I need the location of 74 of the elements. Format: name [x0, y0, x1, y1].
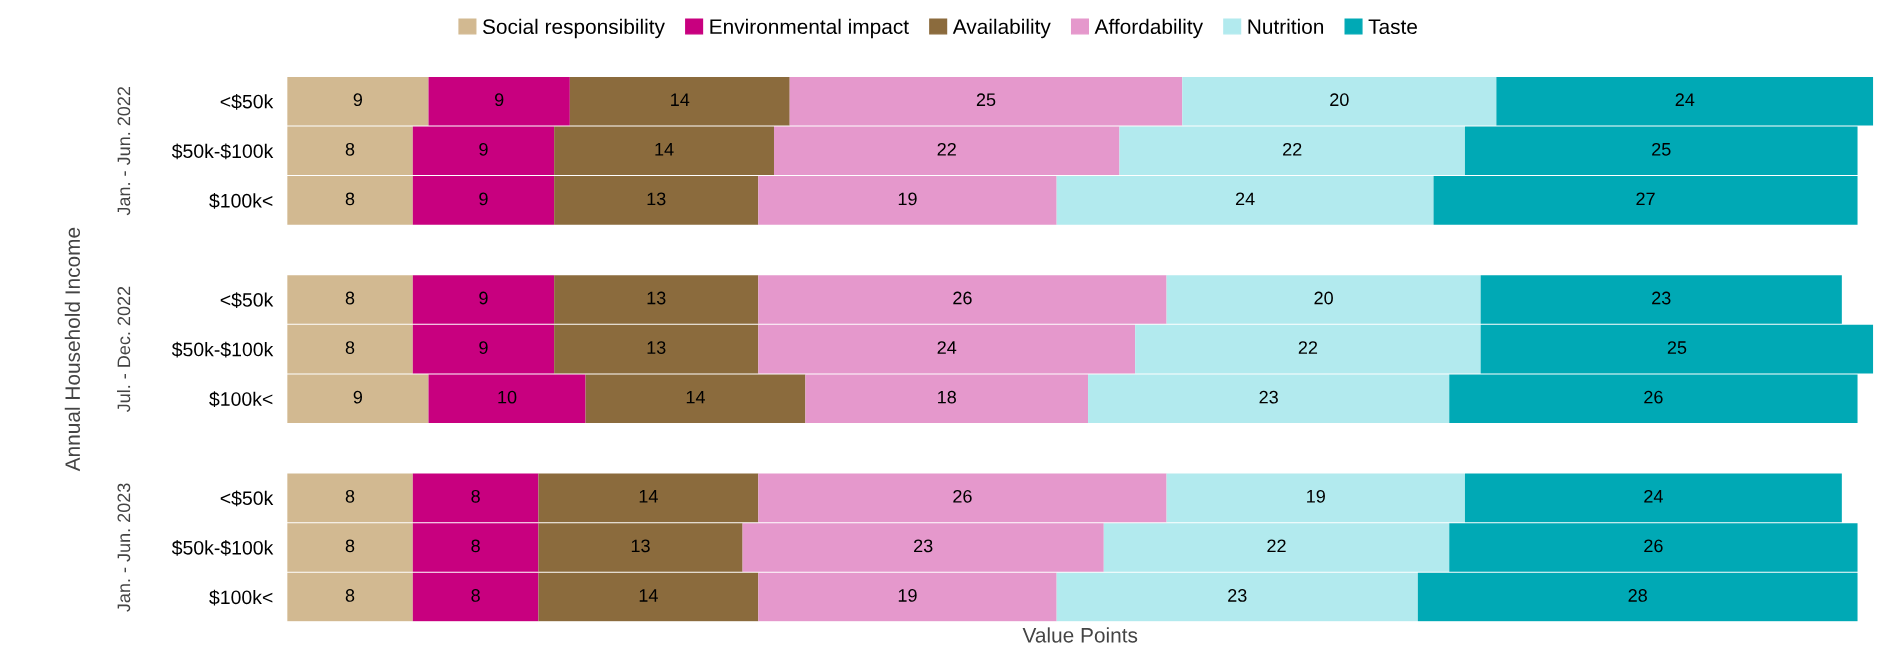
data-label: 20: [1314, 291, 1333, 305]
data-label: 13: [647, 192, 666, 206]
y-tick-label: $50k-$100k: [171, 341, 274, 358]
data-label: 14: [671, 93, 690, 106]
legend-label: Affordability: [1094, 18, 1204, 39]
data-label: 23: [1228, 589, 1247, 602]
data-label: 8: [345, 142, 355, 156]
data-label: 24: [1675, 93, 1695, 106]
data-label: 22: [937, 142, 956, 156]
legend-label: Social responsibility: [482, 18, 665, 39]
data-label: 25: [1652, 142, 1671, 156]
data-label: 26: [953, 489, 972, 503]
data-label: 14: [639, 589, 658, 602]
data-label: 8: [345, 589, 355, 602]
legend-label: Availability: [952, 18, 1051, 39]
data-label: 9: [479, 291, 488, 305]
data-label: 9: [353, 390, 363, 404]
data-label: 19: [898, 589, 917, 602]
data-label: 26: [1644, 390, 1663, 404]
data-label: 8: [471, 489, 480, 503]
data-label: 14: [639, 490, 658, 503]
data-label: 9: [479, 142, 488, 156]
y-tick-label: $50k-$100k: [171, 143, 274, 160]
text: Jan. - Jun. 2023: [117, 483, 131, 612]
x-axis-title: Value Points: [1022, 627, 1138, 643]
y-tick-label: $100k<: [209, 391, 273, 408]
legend-label: Nutrition: [1248, 18, 1324, 35]
data-label: 13: [631, 539, 650, 553]
data-label: 23: [1259, 390, 1278, 404]
data-label: 19: [898, 192, 917, 206]
y-axis-title: Annual Household Income: [64, 227, 81, 472]
data-label: 22: [1298, 341, 1318, 354]
y-tick-label: <$50k: [220, 490, 274, 507]
data-label: 25: [976, 93, 996, 107]
y-tick-label: $100k<: [209, 589, 273, 606]
data-label: 9: [479, 341, 488, 354]
data-label: 27: [1636, 192, 1655, 206]
data-label: 8: [345, 341, 355, 354]
data-label: 18: [938, 390, 956, 404]
data-label: 13: [647, 341, 666, 354]
data-label: 19: [1307, 489, 1325, 503]
data-label: 9: [479, 192, 488, 206]
data-label: 10: [498, 390, 517, 404]
data-label: 8: [345, 489, 355, 503]
data-label: 8: [471, 539, 480, 553]
legend-label: Environmental impact: [710, 18, 909, 39]
data-label: 26: [1644, 539, 1663, 553]
data-label: 22: [1283, 142, 1302, 156]
legend-label: Taste: [1368, 19, 1417, 35]
data-label: 14: [686, 390, 705, 404]
data-label: 14: [655, 143, 674, 156]
data-label: 24: [1644, 489, 1663, 503]
data-label: 25: [1667, 341, 1687, 354]
y-tick-label: <$50k: [220, 292, 274, 308]
data-label: 8: [345, 192, 355, 206]
data-label: 26: [953, 291, 972, 305]
data-label: 9: [495, 93, 504, 107]
data-label: 9: [353, 93, 363, 107]
data-label: 22: [1267, 539, 1286, 553]
data-label: 24: [1235, 192, 1255, 206]
data-label: 23: [914, 539, 933, 553]
data-label: 28: [1628, 589, 1647, 602]
data-label: 13: [647, 291, 666, 305]
data-label: 8: [471, 589, 480, 602]
y-tick-label: $50k-$100k: [171, 540, 274, 556]
text: Jan. - Jun. 2022: [117, 86, 131, 216]
y-tick-label: $100k<: [209, 193, 273, 209]
data-label: 23: [1652, 291, 1671, 305]
data-label: 24: [937, 341, 957, 354]
data-label: 8: [345, 539, 355, 553]
y-tick-label: <$50k: [220, 93, 274, 110]
text: Jul. - Dec. 2022: [116, 286, 131, 413]
data-label: 8: [345, 291, 355, 305]
data-label: 20: [1330, 93, 1349, 107]
